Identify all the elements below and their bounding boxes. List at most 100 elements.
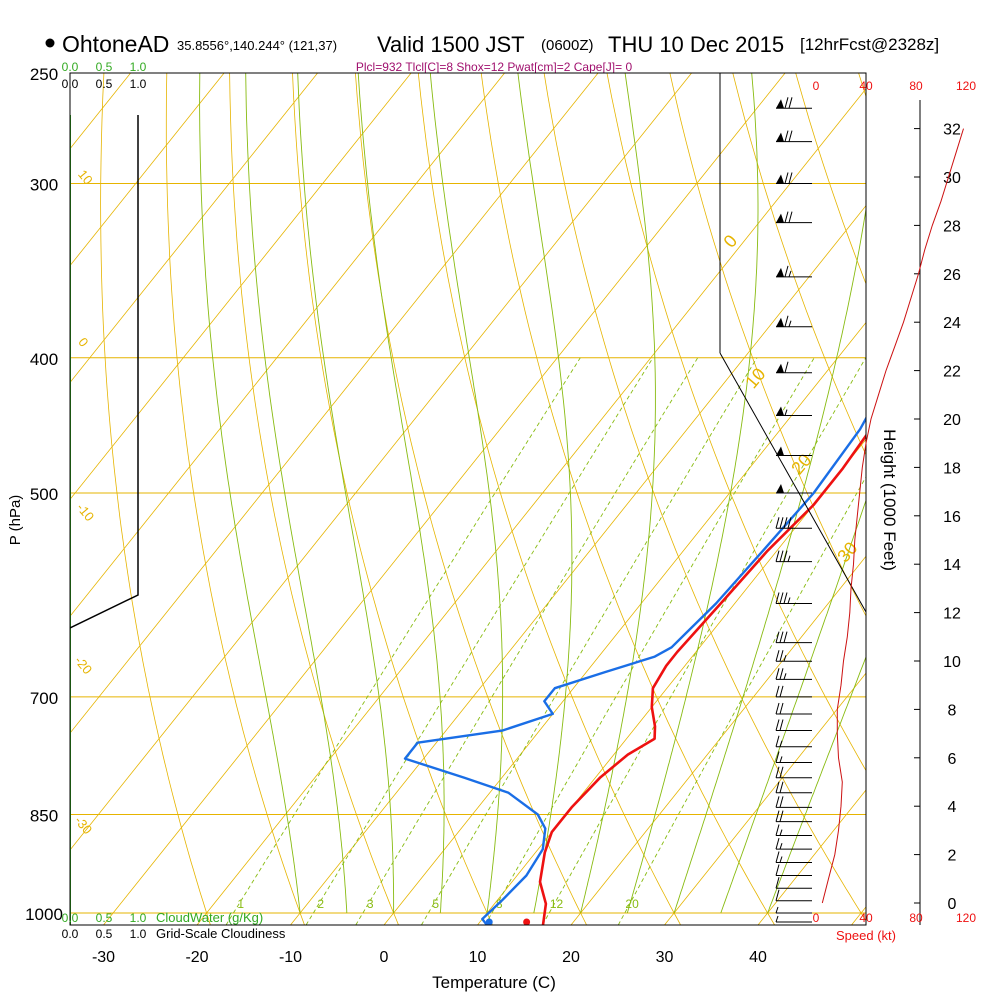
header: OhtoneAD 35.8556°,140.244° (121,37) Vali… <box>45 31 939 74</box>
moist-adiabat-line <box>429 73 504 914</box>
wind-barb <box>776 172 812 184</box>
wind-barb-full <box>779 592 784 604</box>
cloud-water-tick-top: 1.0 <box>130 60 147 74</box>
wind-barb <box>775 751 812 763</box>
wind-barb-half <box>783 673 787 680</box>
speed-tick-top: 0 <box>813 79 820 93</box>
wind-barb-full <box>788 172 793 184</box>
wind-barb-full <box>783 631 788 643</box>
moist-adiabat-line <box>245 73 348 914</box>
pressure-tick-label: 250 <box>30 65 58 84</box>
wind-barb-full <box>775 650 780 662</box>
cloud-water-tick-top: 0.5 <box>96 60 113 74</box>
dry-adiabat-line <box>229 73 399 925</box>
wind-barb <box>775 702 812 715</box>
height-tick-label: 10 <box>943 654 961 671</box>
wind-barb <box>776 130 812 143</box>
wind-barb-full <box>775 751 780 763</box>
dry-adiabat-line <box>292 73 493 925</box>
isotherm-label: -10 <box>74 500 98 524</box>
mixing-ratio-label: 2 <box>317 897 324 911</box>
mixing-ratio-label: 1 <box>237 897 244 911</box>
wind-barb-full <box>779 810 784 822</box>
wind-barb <box>775 838 812 850</box>
height-tick-label: 6 <box>948 751 957 768</box>
grid-lines <box>70 73 1000 925</box>
wind-barb <box>775 592 812 604</box>
wind-barb <box>776 265 812 278</box>
wind-barb-full <box>775 685 780 698</box>
dewpoint-profile-line <box>403 416 866 925</box>
wind-barb-full <box>775 796 780 808</box>
height-tick-label: 16 <box>943 509 961 526</box>
wind-barb-full <box>775 735 780 747</box>
wind-barb <box>776 361 812 374</box>
wind-barb <box>775 550 812 563</box>
wind-barb-full <box>775 719 780 731</box>
height-tick-label: 14 <box>943 557 961 574</box>
y-axis-title: P (hPa) <box>7 495 24 546</box>
wind-barb <box>775 735 812 748</box>
wind-barb-full <box>779 781 784 793</box>
wind-barb-full <box>787 517 792 529</box>
wind-barb-pennant <box>776 317 784 327</box>
dry-adiabat-line <box>922 73 1000 925</box>
wind-barb-full <box>779 685 784 698</box>
height-axis-title: Height (1000 Feet) <box>880 429 899 571</box>
wind-barb-full <box>775 824 780 836</box>
height-tick-label: 24 <box>943 315 961 332</box>
temperature-tick-label: 30 <box>656 949 674 966</box>
wind-barb-full <box>779 550 784 562</box>
wind-barb-half <box>783 655 787 662</box>
wind-barb-full <box>779 719 784 731</box>
temperature-tick-label: -20 <box>185 949 208 966</box>
temperature-tick-label: -10 <box>279 949 302 966</box>
isotherm-line <box>570 555 866 925</box>
wind-barb <box>775 650 812 662</box>
dry-adiabat-line <box>732 73 866 456</box>
cloudiness-tick-top: 1.0 <box>130 77 147 91</box>
wind-barb-pennant <box>776 484 784 494</box>
wind-barb-pennant <box>776 213 784 223</box>
isotherm-line <box>70 73 318 384</box>
mixing-ratio-line <box>355 357 699 925</box>
height-tick-label: 12 <box>943 606 961 623</box>
speed-axis-title: Speed (kt) <box>836 928 896 943</box>
height-tick-label: 28 <box>943 218 961 235</box>
isotherm-label: 10 <box>75 167 96 188</box>
wind-barb-pennant <box>776 99 784 109</box>
wind-barb-half <box>779 740 783 747</box>
wind-barb-full <box>779 668 784 680</box>
pressure-tick-label: 500 <box>30 485 58 504</box>
dry-adiabat-line <box>480 73 775 925</box>
height-tick-label: 2 <box>948 848 957 865</box>
height-tick-label: 4 <box>948 799 957 816</box>
wind-barb <box>776 315 812 328</box>
sounding-profiles <box>70 115 866 925</box>
wind-barb-pennant <box>776 267 784 277</box>
station-marker-icon <box>45 38 55 48</box>
temperature-tick-label: 10 <box>469 949 487 966</box>
height-tick-label: 0 <box>948 896 957 913</box>
wind-barb <box>775 824 812 837</box>
wind-barb-full <box>784 172 789 184</box>
wind-barb-full <box>784 97 789 109</box>
wind-barb-full <box>775 781 780 793</box>
forecast-info: [12hrFcst@2328z] <box>800 35 939 54</box>
wind-barb <box>775 877 812 889</box>
speed-tick-bottom: 40 <box>859 911 873 925</box>
dry-adiabat-line <box>984 73 1000 925</box>
valid-time: Valid 1500 JST <box>377 32 525 57</box>
isotherm-line <box>477 438 866 925</box>
x-axis-title: Temperature (C) <box>432 973 556 992</box>
wind-barb-full <box>775 702 780 715</box>
cloudiness-tick-bottom: 1.0 <box>130 927 147 941</box>
wind-barb <box>775 851 812 863</box>
pressure-tick-label: 1000 <box>25 905 63 924</box>
speed-tick-top: 80 <box>909 79 923 93</box>
cloud-water-tick-bottom: 0.0 <box>62 911 79 925</box>
wind-barb <box>775 810 812 823</box>
mixing-ratio-line <box>421 357 758 925</box>
station-coords: 35.8556°,140.244° (121,37) <box>177 38 337 53</box>
